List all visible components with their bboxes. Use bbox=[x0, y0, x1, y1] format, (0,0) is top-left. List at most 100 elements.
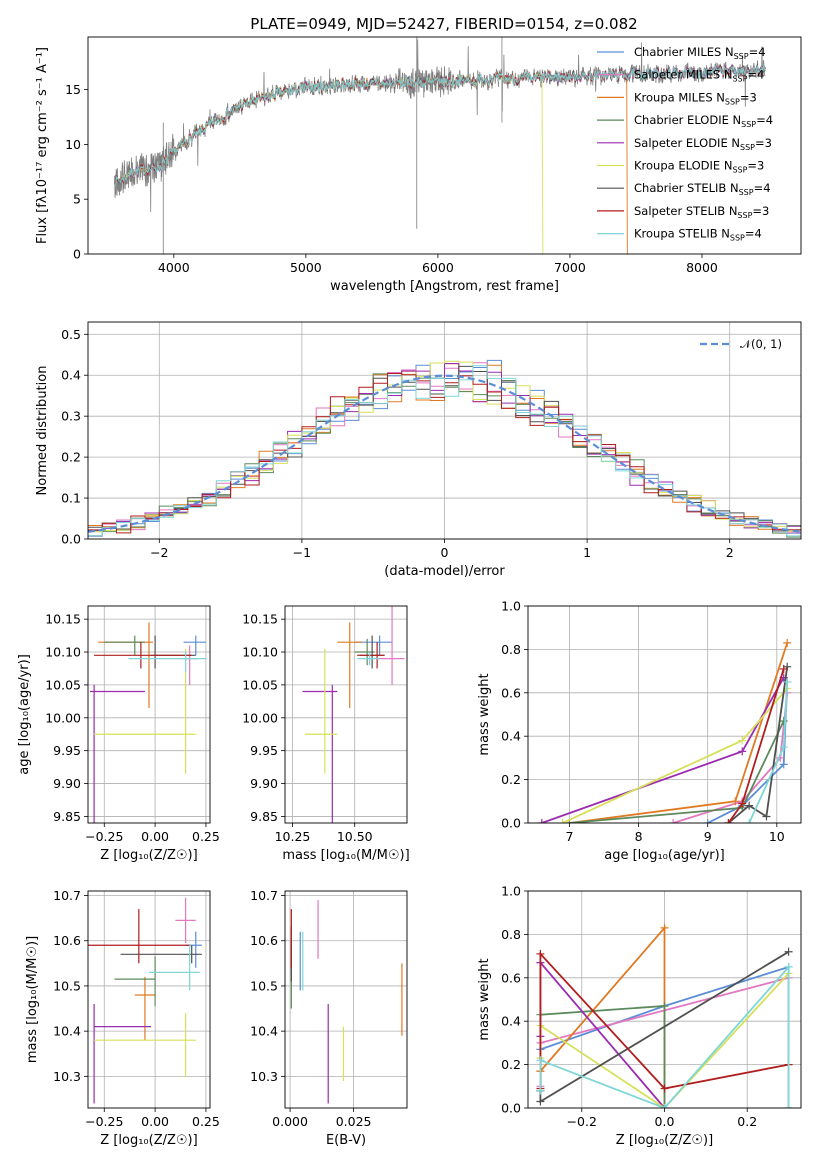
legend-label: 𝒩(0, 1) bbox=[740, 337, 782, 351]
plot-area bbox=[88, 897, 202, 1104]
weight-marker bbox=[660, 923, 669, 932]
y-tick-label: 10.7 bbox=[53, 888, 81, 903]
y-tick-label: 10.3 bbox=[53, 1069, 81, 1084]
weight-line-4 bbox=[539, 960, 666, 1108]
x-tick-label: −1 bbox=[293, 545, 311, 560]
x-axis-label: Z [log₁₀(Z/Z☉)] bbox=[616, 1133, 713, 1148]
x-tick-label: 0.000 bbox=[272, 1114, 308, 1129]
plot-area bbox=[302, 606, 405, 823]
errorbar-point-1 bbox=[179, 645, 198, 685]
weight-marker bbox=[703, 819, 712, 823]
x-tick-label: 10.50 bbox=[337, 829, 373, 844]
errorbar-point-2 bbox=[134, 976, 156, 1041]
errorbar-point-3 bbox=[354, 638, 375, 666]
y-tick-label: 10.3 bbox=[250, 1069, 278, 1084]
weight-marker bbox=[738, 736, 747, 745]
errorbar-point-5 bbox=[304, 648, 338, 774]
weight-marker bbox=[738, 799, 747, 808]
axes-frame bbox=[284, 605, 408, 824]
errorbar-point-1 bbox=[175, 897, 196, 943]
weight-marker bbox=[783, 677, 792, 686]
axes-mass-vs-EBV: 0.000 0.025 10.3 10.4 10.5 10.6 10.7 E(B-V) bbox=[250, 888, 408, 1148]
weight-marker bbox=[745, 819, 754, 823]
x-axis-label: age [log₁₀(age/yr)] bbox=[604, 848, 725, 863]
weight-marker bbox=[779, 717, 788, 726]
y-tick-label: 10.00 bbox=[242, 710, 278, 725]
weight-marker bbox=[536, 1056, 545, 1065]
y-tick-label: 10.10 bbox=[242, 645, 278, 660]
y-tick-label: 0.8 bbox=[501, 927, 521, 942]
y-tick-label: 1.0 bbox=[501, 599, 521, 614]
legend-label: Salpeter STELIB NSSP=3 bbox=[634, 204, 769, 220]
legend-label: Kroupa STELIB NSSP=4 bbox=[634, 227, 762, 243]
x-axis-label: (data-model)/error bbox=[384, 564, 505, 579]
y-tick-label: 0.2 bbox=[501, 1057, 521, 1072]
x-tick-label: 10 bbox=[769, 829, 785, 844]
legend-label: Kroupa ELODIE NSSP=3 bbox=[634, 159, 764, 175]
x-tick-label: 7000 bbox=[554, 260, 586, 275]
weight-marker bbox=[731, 797, 740, 806]
weight-marker bbox=[784, 962, 793, 971]
weight-line-2 bbox=[569, 642, 789, 823]
weight-marker bbox=[745, 801, 754, 810]
y-tick-label: 0.4 bbox=[61, 368, 81, 383]
normal-curve bbox=[88, 374, 801, 533]
axes-residuals: −2 −1 0 1 2 0.0 0.1 0.2 0.3 0.4 0.5 (data-model)/er… bbox=[35, 321, 802, 579]
y-axis-label: mass [log₁₀(M/M☉)] bbox=[25, 936, 40, 1063]
x-tick-label: 8 bbox=[635, 829, 643, 844]
errorbar-point-3 bbox=[104, 635, 145, 656]
legend-label: Kroupa MILES NSSP=3 bbox=[634, 90, 757, 106]
errorbar-point-7 bbox=[94, 642, 192, 669]
x-tick-label: 0 bbox=[441, 545, 449, 560]
y-tick-label: 15 bbox=[65, 82, 81, 97]
weight-marker bbox=[536, 949, 545, 958]
y-tick-label: 9.90 bbox=[250, 776, 278, 791]
y-tick-label: 0.3 bbox=[61, 409, 81, 424]
errorbar-point-0 bbox=[183, 635, 206, 656]
errorbar-point-3 bbox=[114, 956, 156, 1007]
weight-marker bbox=[660, 1002, 669, 1011]
axes-frame bbox=[87, 36, 802, 255]
y-tick-label: 9.95 bbox=[53, 743, 81, 758]
errorbar-point-2 bbox=[98, 622, 154, 708]
x-tick-label: 8000 bbox=[686, 260, 718, 275]
legend-label: Chabrier ELODIE NSSP=4 bbox=[634, 113, 773, 129]
y-tick-label: 0.8 bbox=[501, 642, 521, 657]
errorbar-point-7 bbox=[88, 909, 190, 964]
errorbar-point-6 bbox=[120, 945, 202, 964]
x-tick-label: 7 bbox=[565, 829, 573, 844]
y-tick-label: 0 bbox=[73, 247, 81, 262]
y-tick-label: 9.95 bbox=[250, 743, 278, 758]
plot-area bbox=[537, 638, 792, 823]
weight-line-6 bbox=[727, 666, 789, 823]
y-tick-label: 10.15 bbox=[45, 612, 81, 627]
errorbar-point-8 bbox=[357, 652, 380, 666]
y-tick-label: 0.4 bbox=[501, 729, 521, 744]
x-tick-label: 0.0 bbox=[655, 1114, 675, 1129]
x-tick-label: −0.25 bbox=[85, 1114, 123, 1129]
x-tick-label: −0.25 bbox=[85, 829, 123, 844]
axes-mass-vs-Z: −0.25 0.00 0.25 10.3 10.4 10.5 10.6 10.7 Z [log₁… bbox=[25, 888, 220, 1148]
y-tick-label: 10.05 bbox=[242, 677, 278, 692]
model-spectrum-5 bbox=[115, 71, 544, 254]
axes-frame bbox=[284, 890, 408, 1109]
weight-marker bbox=[669, 819, 678, 823]
errorbar-point-5 bbox=[94, 1013, 196, 1077]
weight-line-1 bbox=[672, 692, 789, 823]
x-tick-label: 4000 bbox=[158, 260, 190, 275]
x-axis-label: mass [log₁₀(M/M☉)] bbox=[282, 848, 409, 863]
y-tick-label: 9.85 bbox=[53, 809, 81, 824]
y-tick-label: 5 bbox=[73, 192, 81, 207]
y-tick-label: 0.0 bbox=[61, 532, 81, 547]
y-tick-label: 0.5 bbox=[61, 327, 81, 342]
axes-frame bbox=[87, 605, 211, 824]
errorbar-point-8 bbox=[149, 945, 200, 991]
legend-label: Salpeter ELODIE NSSP=3 bbox=[634, 136, 772, 152]
y-tick-label: 0.6 bbox=[501, 970, 521, 985]
errorbar-point-0 bbox=[185, 931, 202, 968]
y-tick-label: 10 bbox=[65, 137, 81, 152]
errorbar-point-7 bbox=[357, 642, 385, 669]
errorbar-point-4 bbox=[302, 684, 338, 823]
